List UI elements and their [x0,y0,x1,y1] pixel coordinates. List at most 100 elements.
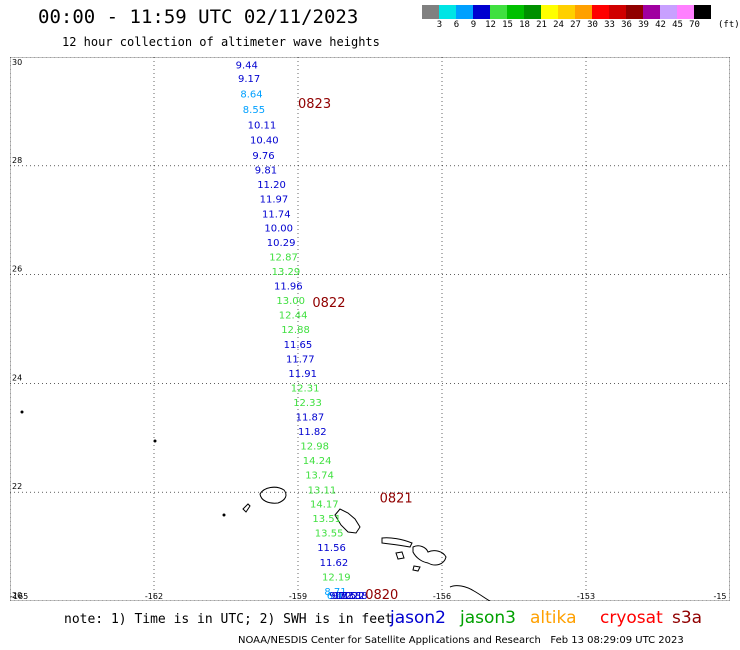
wave-height-label: 11.91 [288,369,317,380]
axis-labels: 30 28 26 24 22 20-165 -162 -159 -156 -153 -15 [10,58,727,601]
scale-swatch [490,5,507,19]
color-scale [422,5,711,19]
scale-swatch [507,5,524,19]
scale-label: 24 [553,20,564,30]
wave-height-label: 12.98 [300,441,329,452]
satellite-cryosat: cryosat [600,608,663,628]
scale-swatch [677,5,694,19]
scale-label: 15 [502,20,513,30]
wave-height-label: 9.44 [236,61,258,72]
lon-tick-label: -165 [10,592,28,601]
scale-label: 45 [672,20,683,30]
pass-time-label: 0822 [312,296,345,311]
wave-height-label: 13.00 [276,296,305,307]
wave-height-label: 6.41 [327,591,349,601]
islet [153,439,157,443]
wave-height-label: 13.55 [315,529,344,540]
island-lanai [395,551,405,560]
wave-height-label: 11.96 [274,281,303,292]
satellite-altika: altika [530,608,577,628]
wave-height-label: 10.88 [339,591,368,601]
satellite-s3a: s3a [672,608,703,628]
islet [20,410,24,414]
wave-height-label: 12.19 [322,572,351,583]
page-subtitle: 12 hour collection of altimeter wave hei… [62,35,380,49]
scale-label: 33 [604,20,615,30]
scale-label: 27 [570,20,581,30]
wave-height-map: 30 28 26 24 22 20-165 -162 -159 -156 -153 -15 9.44… [10,57,730,601]
pass-times: 0823 0822 0821 0820 [298,97,413,601]
lat-tick-label: 28 [12,156,22,165]
wave-height-label: 12.31 [291,384,320,395]
graticule [10,57,730,601]
scale-swatch [439,5,456,19]
scale-label: 18 [519,20,530,30]
scale-label: 36 [621,20,632,30]
scale-swatch [609,5,626,19]
map-frame [10,57,730,601]
scale-swatch [592,5,609,19]
scale-label: 70 [689,20,700,30]
lat-tick-label: 26 [12,265,22,274]
wave-height-label: 8.55 [243,105,265,116]
wave-height-label: 9.81 [255,166,277,177]
scale-label: 39 [638,20,649,30]
wave-height-label: 12.88 [281,325,310,336]
hawaii-coastline [20,410,491,601]
scale-swatch [558,5,575,19]
wave-height-label: 10.00 [264,223,293,234]
lat-tick-label: 24 [12,373,22,382]
wave-height-label: 10.29 [267,238,296,249]
wave-height-label: 12.44 [279,311,308,322]
lon-tick-label: -156 [433,592,451,601]
wave-height-label: 11.74 [262,209,291,220]
pass-time-label: 0820 [365,588,398,601]
page-title: 00:00 - 11:59 UTC 02/11/2023 [38,6,359,28]
scale-label: 42 [655,20,666,30]
color-scale-unit: (ft) [718,20,740,30]
lat-tick-label: 22 [12,482,22,491]
wave-height-label: 12.87 [269,253,298,264]
lon-tick-label: -162 [145,592,163,601]
scale-swatch [626,5,643,19]
wave-height-label: 10.11 [248,121,277,132]
scale-swatch [643,5,660,19]
island-niihau [242,503,251,513]
wave-height-label: 9.17 [238,74,260,85]
scale-swatch [524,5,541,19]
wave-height-label: 11.56 [317,543,346,554]
island-maui [412,545,447,566]
footer-note: note: 1) Time is in UTC; 2) SWH is in fe… [64,612,393,627]
wave-height-label: 11.82 [298,427,327,438]
wave-height-label: 11.62 [320,558,349,569]
wave-height-label: 11.51 [334,591,363,601]
scale-swatch [422,5,439,19]
footer-credit: NOAA/NESDIS Center for Satellite Applica… [238,635,684,646]
scale-label: 21 [536,20,547,30]
scale-label: 12 [485,20,496,30]
scale-label: 30 [587,20,598,30]
lat-tick-label: 30 [12,58,22,67]
wave-height-label: 9.73 [332,591,354,601]
lat-tick-label: 20 [12,591,22,600]
wave-height-label: 11.65 [284,340,313,351]
wave-height-label: 13.11 [308,485,337,496]
wave-height-label: 8.64 [240,89,262,100]
island-molokai [381,537,413,548]
wave-height-label: 9.72 [329,591,351,601]
lon-tick-label: -153 [577,592,595,601]
wave-height-label: 8.71 [324,587,346,598]
satellite-jason3: jason3 [460,608,516,628]
wave-height-label: 14.24 [303,456,332,467]
wave-height-label: 14.17 [310,499,339,510]
island-hawaii [449,585,491,601]
satellite-jason2: jason2 [390,608,446,628]
lon-tick-label: -15 [713,592,726,601]
pass-time-label: 0823 [298,97,331,112]
wave-height-label: 9.76 [252,151,274,162]
wave-height-label: 13.51 [312,514,341,525]
scale-label: 9 [470,20,477,30]
scale-label: 3 [436,20,443,30]
island-kauai [259,486,287,504]
observations: 9.44 9.17 8.64 8.55 10.11 10.40 9.76 9.81 11.20 1… [236,61,368,601]
